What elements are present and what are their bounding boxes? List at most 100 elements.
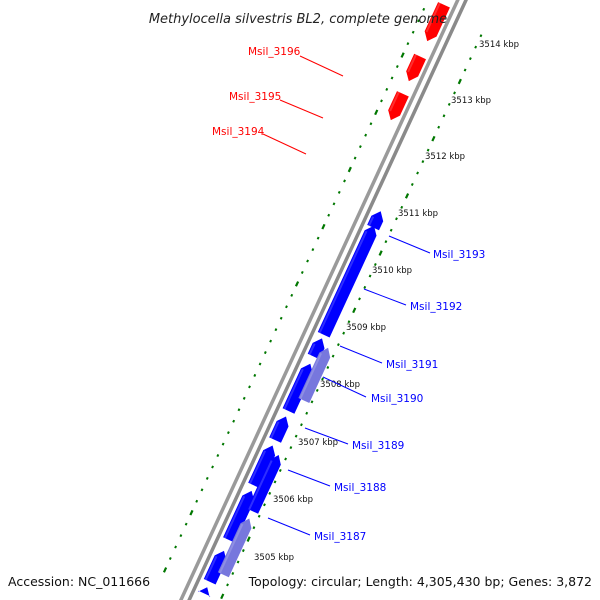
tick-mark (416, 171, 419, 175)
tick-mark (385, 87, 389, 91)
gene-layer (197, 2, 450, 598)
tick-mark (248, 385, 251, 389)
tick-mark (337, 190, 341, 194)
forward-gene-label[interactable]: Msil_3192 (410, 301, 462, 313)
tick-mark (327, 213, 331, 217)
tick-mark (468, 57, 472, 61)
forward-gene-arrow-alt-highlight (299, 353, 322, 400)
reverse-gene-leader (262, 133, 307, 155)
tick-mark (437, 125, 441, 129)
tick-mark (400, 52, 405, 58)
tick-mark (200, 488, 204, 492)
backbone-line (178, 0, 460, 600)
tick-mark (162, 567, 168, 573)
tick-mark (231, 571, 235, 575)
forward-gene-arrow-highlight (249, 450, 266, 484)
tick-mark (321, 223, 326, 230)
reverse-gene-arrow (388, 91, 409, 121)
forward-gene-label[interactable]: Msil_3187 (314, 531, 366, 543)
tick-mark (343, 179, 346, 183)
tick-mark (316, 236, 320, 240)
tick-mark (463, 68, 467, 72)
tick-mark (274, 328, 278, 332)
forward-gene-arrow (203, 550, 227, 585)
forward-gene-leader (267, 517, 311, 536)
forward-gene-arrow (269, 416, 289, 443)
tick-mark (300, 270, 304, 274)
forward-gene-label[interactable]: Msil_3189 (352, 440, 404, 452)
map-title: Methylocella silvestris BL2, complete ge… (149, 12, 447, 27)
tick-mark (268, 491, 272, 495)
tick-mark (395, 65, 399, 69)
tick-mark (221, 442, 225, 446)
tick-mark (294, 281, 300, 287)
tick-mark (315, 388, 319, 392)
accession-label: Accession: NC_011666 (8, 574, 150, 589)
kbp-tick-label: 3507 kbp (298, 438, 338, 448)
forward-gene-leader (287, 469, 331, 487)
forward-gene-arrow-highlight (318, 230, 368, 334)
forward-gene-leader (363, 288, 407, 306)
tick-mark (453, 91, 456, 95)
tick-mark (347, 320, 351, 324)
forward-gene-arrow (367, 211, 384, 231)
reverse-gene-arrow (406, 53, 426, 82)
forward-gene-label[interactable]: Msil_3191 (386, 359, 438, 371)
reverse-gene-label[interactable]: Msil_3194 (212, 126, 265, 138)
backbone (178, 0, 468, 600)
tick-mark (205, 476, 209, 480)
forward-gene-arrow (223, 490, 255, 543)
tick-mark (358, 297, 361, 301)
tick-mark (474, 45, 478, 49)
forward-gene-arrow-outer-highlight (248, 460, 273, 510)
tick-mark (422, 7, 426, 11)
tick-track-right (220, 34, 483, 600)
tick-mark (189, 509, 194, 516)
forward-gene-arrow-highlight (224, 495, 246, 539)
reverse-gene-label[interactable]: Msil_3195 (229, 91, 281, 103)
tick-mark (246, 536, 251, 542)
forward-gene-arrow-highlight (283, 368, 304, 410)
tick-mark (331, 354, 335, 358)
forward-gene-leader (339, 345, 383, 364)
tick-mark (311, 248, 315, 252)
forward-gene-label[interactable]: Msil_3190 (371, 393, 423, 405)
tick-mark (226, 431, 230, 435)
tick-mark (336, 343, 340, 347)
tick-mark (479, 34, 483, 38)
kbp-tick-label: 3505 kbp (254, 553, 294, 563)
forward-gene-arrow-alt (217, 518, 252, 578)
tick-mark (364, 133, 368, 137)
reverse-gene-leader (279, 99, 324, 119)
forward-gene-leader (322, 376, 367, 398)
tick-mark (237, 408, 241, 412)
forward-gene-label[interactable]: Msil_3193 (433, 249, 485, 261)
forward-gene-arrow (317, 225, 377, 338)
tick-mark (289, 446, 293, 450)
tick-mark (300, 423, 303, 427)
tick-mark (389, 228, 393, 232)
tick-mark (226, 583, 229, 587)
tick-mark (411, 30, 415, 34)
kbp-tick-label: 3510 kbp (372, 266, 412, 276)
tick-layer (162, 7, 483, 600)
forward-gene-label[interactable]: Msil_3188 (334, 482, 386, 494)
kbp-tick-label: 3513 kbp (451, 96, 491, 106)
tick-mark (220, 593, 225, 600)
reverse-gene-label[interactable]: Msil_3196 (248, 46, 301, 58)
tick-mark (404, 193, 410, 199)
tick-mark (285, 305, 288, 309)
tick-mark (263, 351, 267, 355)
tick-mark (332, 202, 336, 206)
tick-mark (184, 522, 188, 526)
forward-gene-arrow (282, 363, 313, 414)
tick-mark (431, 135, 436, 142)
forward-gene-leader (304, 427, 349, 445)
tick-mark (310, 400, 314, 404)
forward-gene-arrow-highlight (204, 555, 218, 581)
reverse-gene-leader (299, 55, 344, 77)
tick-mark (352, 307, 357, 314)
tick-mark (195, 499, 199, 503)
tick-mark (363, 285, 367, 289)
